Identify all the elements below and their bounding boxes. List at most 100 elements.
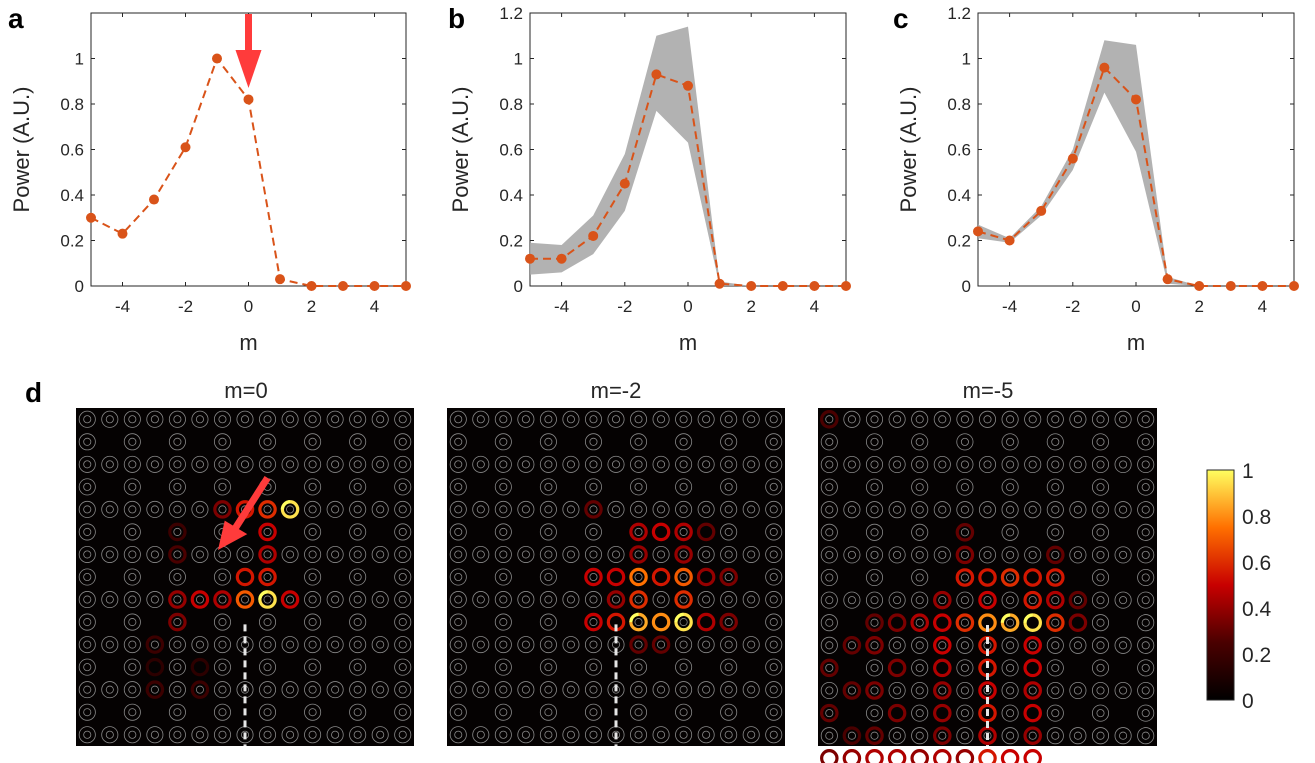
y-tick-label: 0.2 (60, 232, 84, 251)
intensity-hotspot (280, 500, 291, 510)
ring-outer (494, 523, 512, 541)
ring-inner (544, 708, 553, 717)
ring-inner (499, 572, 508, 582)
ring-inner (454, 663, 463, 672)
ring-outer (820, 681, 838, 700)
y-tick-label: 0 (962, 277, 971, 296)
ring-outer (765, 591, 783, 609)
ring-outer (281, 455, 299, 473)
ring-outer (1001, 636, 1019, 654)
y-tick-label: 0.6 (947, 141, 971, 160)
ring-inner (195, 685, 204, 694)
ring-outer (1137, 478, 1155, 496)
ring-inner (983, 415, 992, 424)
ring-outer (1069, 410, 1087, 428)
ring-inner (769, 550, 778, 559)
ring-inner (308, 550, 317, 559)
ring-outer (1001, 591, 1019, 609)
intensity-ring (933, 703, 952, 723)
ring-outer (168, 478, 186, 496)
chart-c-power-vs-m: 0 0.2 0.4 0.6 0.8 1 1.2 -4 -2 0 2 4 m Power (A.U.) (896, 4, 1299, 355)
intensity-ring (865, 613, 884, 632)
ring-inner (1141, 483, 1150, 492)
data-point (212, 53, 222, 64)
ring-inner (499, 437, 508, 446)
ring-outer (1137, 636, 1155, 654)
y-tick-label: 1 (75, 50, 84, 69)
ring-outer (607, 410, 625, 428)
ring-inner (1051, 550, 1060, 559)
ring-outer (1137, 523, 1155, 541)
ring-outer (562, 500, 580, 518)
ring-outer (765, 545, 783, 563)
ring-outer (259, 636, 277, 654)
intensity-ring (820, 749, 839, 763)
ring-inner (870, 528, 879, 537)
ring-outer (865, 478, 884, 496)
ring-inner (915, 731, 924, 740)
ring-inner (1028, 415, 1037, 424)
ring-outer (449, 658, 467, 676)
ring-outer (865, 568, 884, 587)
ring-outer (820, 614, 838, 632)
ring-inner (353, 595, 362, 604)
ring-outer (259, 681, 277, 699)
ring-outer (123, 455, 141, 473)
ring-outer (78, 410, 96, 428)
ring-inner (476, 685, 485, 694)
ring-outer (652, 545, 670, 563)
ring-outer (765, 478, 783, 496)
ring-inner (218, 708, 227, 717)
ring-outer (562, 681, 580, 699)
intensity-ring (145, 635, 165, 654)
ring-inner (128, 730, 137, 739)
ring-outer (1024, 546, 1042, 564)
ring-outer (1091, 591, 1110, 609)
ring-outer (213, 410, 231, 428)
ring-outer (911, 478, 929, 496)
ring-inner (724, 708, 733, 717)
ring-outer (1046, 523, 1064, 541)
ring-outer (956, 410, 974, 428)
ring-inner (1096, 460, 1105, 469)
ring-outer (765, 681, 783, 699)
ring-inner (634, 527, 643, 536)
ring-outer (865, 591, 884, 609)
intensity-ring (933, 636, 952, 655)
ring-inner (83, 550, 92, 559)
ring-outer (1046, 704, 1064, 722)
ring-inner (308, 663, 317, 672)
ring-outer (304, 636, 322, 654)
data-point (1257, 281, 1268, 291)
ring-outer (394, 455, 412, 473)
intensity-ring (651, 567, 671, 587)
ring-inner (1096, 731, 1105, 740)
ring-inner (870, 618, 879, 627)
ring-inner (915, 573, 924, 582)
ring-inner (769, 708, 778, 717)
ring-inner (353, 685, 362, 694)
ring-inner (1141, 663, 1150, 672)
ring-inner (83, 482, 92, 491)
ring-inner (847, 731, 856, 740)
data-point (1004, 235, 1015, 246)
ring-outer (1114, 727, 1132, 745)
y-tick-label: 0.4 (60, 186, 84, 205)
ring-outer (146, 455, 164, 473)
ring-outer (956, 433, 974, 451)
ring-outer (78, 523, 96, 541)
ring-outer (584, 545, 602, 563)
ring-outer (1091, 659, 1110, 677)
ring-inner (1006, 573, 1015, 582)
ring-inner (657, 595, 666, 604)
ring-inner (847, 460, 856, 469)
ring-inner (1073, 415, 1082, 424)
ring-outer (101, 681, 119, 699)
ring-inner (1028, 550, 1037, 559)
ring-inner (218, 663, 227, 672)
ring-inner (825, 663, 834, 672)
ring-outer (326, 455, 344, 473)
ring-outer (1069, 727, 1087, 745)
ring-outer (765, 433, 783, 451)
ring-inner (1096, 686, 1105, 695)
